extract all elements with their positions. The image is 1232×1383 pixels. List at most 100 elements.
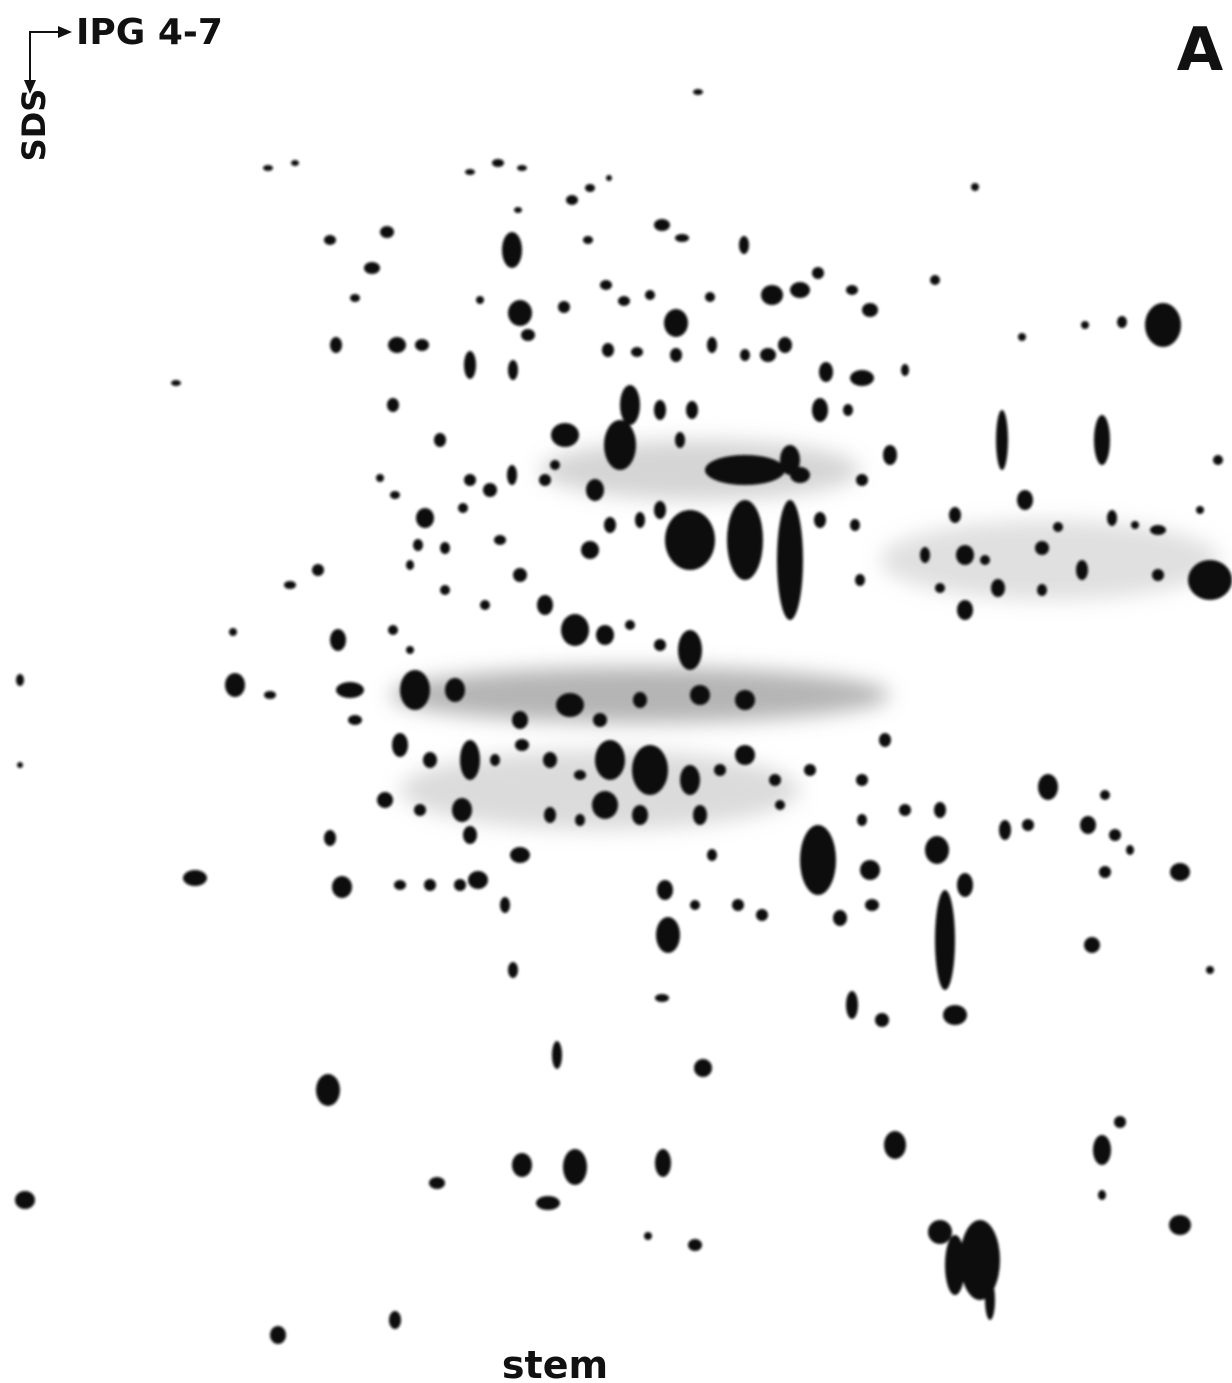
spot <box>606 175 612 181</box>
spot <box>761 285 783 305</box>
spot <box>550 460 560 470</box>
spot <box>856 474 868 486</box>
spot <box>846 991 858 1019</box>
spot <box>16 674 24 686</box>
spot <box>348 715 362 725</box>
spot <box>675 432 685 448</box>
spot <box>514 207 522 213</box>
spot <box>812 267 824 279</box>
spot <box>1196 506 1204 514</box>
spot <box>631 347 643 357</box>
spot <box>862 303 878 317</box>
spot <box>183 870 207 886</box>
spot <box>263 165 273 171</box>
spot <box>225 673 245 697</box>
spot <box>739 236 749 254</box>
spot <box>665 510 715 570</box>
spot <box>377 792 393 808</box>
spot <box>494 535 506 545</box>
spot <box>593 713 607 727</box>
spot <box>460 740 480 780</box>
spot <box>552 1041 562 1069</box>
spot <box>633 692 647 708</box>
spot <box>17 762 23 768</box>
spot <box>512 1153 532 1177</box>
spot <box>416 508 434 528</box>
spot <box>635 512 645 528</box>
spot <box>860 860 880 880</box>
spot <box>654 219 670 231</box>
spot <box>1053 522 1063 532</box>
spot <box>1038 774 1058 800</box>
spot <box>883 445 897 465</box>
tissue-label: stem <box>502 1343 608 1383</box>
spot <box>654 501 666 519</box>
spot <box>536 1196 560 1210</box>
spot <box>440 585 450 595</box>
spot <box>575 814 585 826</box>
spot <box>1035 541 1049 555</box>
spot <box>1145 303 1181 347</box>
spot <box>760 348 776 362</box>
spot <box>452 798 472 822</box>
spot <box>632 745 668 795</box>
spot <box>544 807 556 823</box>
spot <box>618 296 630 306</box>
spot <box>388 337 406 353</box>
spot <box>563 1149 587 1185</box>
spot <box>930 275 940 285</box>
spot <box>445 678 465 702</box>
spot <box>515 739 529 751</box>
spot <box>875 1013 889 1027</box>
spot <box>693 805 707 825</box>
spot <box>857 814 867 826</box>
spot <box>291 160 299 166</box>
spot <box>380 226 394 238</box>
spot <box>899 804 911 816</box>
spot <box>1152 569 1164 581</box>
spot <box>592 791 618 819</box>
spot <box>957 873 973 897</box>
spot <box>604 420 636 470</box>
spot <box>945 1235 965 1295</box>
sds-label: SDS <box>15 89 53 162</box>
spot <box>879 733 891 747</box>
page: IPG 4-7 SDS A stem (() => { const data =… <box>0 0 1232 1383</box>
spot <box>415 339 429 351</box>
spot <box>740 349 750 361</box>
spot <box>1150 525 1166 535</box>
spot <box>846 285 858 295</box>
spot <box>508 962 518 978</box>
spot <box>1080 816 1096 834</box>
spot <box>1188 560 1232 600</box>
spot <box>1099 866 1111 878</box>
spot <box>884 1131 906 1159</box>
spot <box>490 754 500 766</box>
spot <box>645 290 655 300</box>
spot <box>539 474 551 486</box>
spot <box>406 560 414 570</box>
spot <box>284 581 296 589</box>
spot <box>934 802 946 818</box>
spot <box>566 195 578 205</box>
spot <box>935 890 955 990</box>
spot <box>670 348 682 362</box>
spot <box>424 879 436 891</box>
spot <box>465 169 475 175</box>
spot <box>804 764 816 776</box>
spot <box>690 685 710 705</box>
spot <box>865 899 879 911</box>
spot <box>999 820 1011 840</box>
spot <box>330 629 346 651</box>
spot <box>390 491 400 499</box>
spot <box>508 360 518 380</box>
spot <box>971 183 979 191</box>
spot <box>814 512 826 528</box>
spot <box>812 398 828 422</box>
spot <box>778 337 792 353</box>
spot <box>1037 584 1047 596</box>
spot <box>350 294 360 302</box>
spot <box>364 262 380 274</box>
gel-image: IPG 4-7 SDS A stem <box>0 0 1232 1383</box>
spot <box>991 579 1005 597</box>
